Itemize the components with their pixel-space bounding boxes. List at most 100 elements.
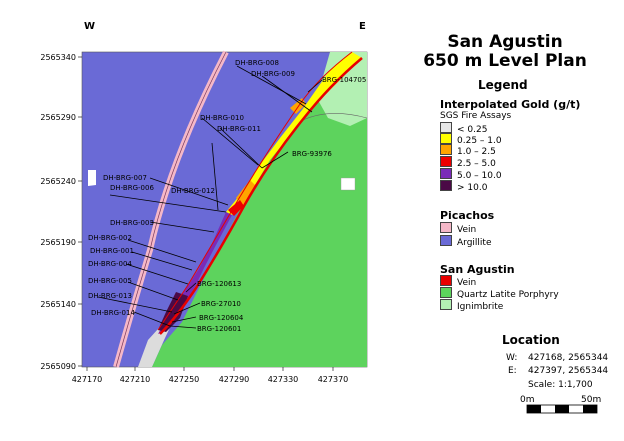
x-tick-label: 427170: [72, 375, 103, 384]
legend-item: 5.0 – 10.0: [440, 168, 502, 181]
compass-east: E: [359, 21, 366, 32]
drill-label: DH-BRG-003: [110, 219, 154, 227]
drill-label: DH-BRG-006: [110, 184, 154, 192]
drill-label: DH-BRG-007: [103, 174, 147, 182]
drill-label: DH-BRG-001: [90, 247, 134, 255]
legend-label: Quartz Latite Porphyry: [457, 290, 559, 300]
white-patch: [88, 170, 96, 186]
gold-legend-title: Interpolated Gold (g/t): [440, 98, 581, 111]
ignimbrite-contact: [302, 113, 368, 121]
drill-label: DH-BRG-010: [200, 114, 244, 122]
picachos-vein-edge: [115, 51, 227, 368]
legend-label: > 10.0: [457, 183, 488, 193]
legend-label: 2.5 – 5.0: [457, 159, 496, 169]
legend-item: 1.0 – 2.5: [440, 144, 496, 157]
picachos-legend-title: Picachos: [440, 209, 495, 222]
y-tick-label: 2565290: [40, 113, 76, 122]
scale-bar-end: 50m: [581, 395, 602, 405]
x-tick-label: 427290: [219, 375, 250, 384]
san-agustin-legend-title: San Agustin: [440, 263, 515, 276]
legend-item: 2.5 – 5.0: [440, 156, 496, 169]
scale-bar-start: 0m: [520, 395, 535, 405]
y-tick-label: 2565140: [40, 300, 76, 309]
gold-orange-zone: [236, 180, 256, 206]
location-heading: Location: [502, 333, 560, 347]
legend-swatch: [440, 122, 452, 133]
legend-swatch: [440, 235, 452, 246]
map-grid-ticks: [78, 56, 334, 371]
legend-swatch: [440, 156, 452, 167]
legend-swatch: [440, 180, 452, 191]
y-tick-label: 2565190: [40, 238, 76, 247]
drill-label: BRG-120613: [197, 280, 241, 288]
gold-red-zone: [228, 200, 244, 216]
location-w-value: 427168, 2565344: [528, 353, 609, 363]
drill-label: DH-BRG-009: [251, 70, 295, 78]
map-scale: Scale: 1:1,700: [528, 380, 593, 390]
san-agustin-vein: [159, 57, 363, 335]
compass-west: W: [84, 21, 95, 32]
legend-label: Ignimbrite: [457, 302, 504, 312]
legend-label: Vein: [457, 278, 477, 288]
x-tick-labels: 427170 427210 427250 427290 427330 42737…: [72, 375, 349, 384]
scale-bar: [526, 404, 598, 414]
legend-item: > 10.0: [440, 180, 488, 193]
legend-item: Ignimbrite: [440, 299, 504, 312]
location-e-label: E:: [508, 366, 517, 376]
drill-label: BRG-120601: [197, 325, 241, 333]
legend-swatch: [440, 133, 452, 144]
drill-label: BRG-93976: [292, 150, 332, 158]
legend-label: < 0.25: [457, 125, 488, 135]
drill-hole-labels: DH-BRG-008 DH-BRG-009 BRG-104705 DH-BRG-…: [88, 59, 366, 333]
location-e-value: 427397, 2565344: [528, 366, 609, 376]
y-tick-label: 2565090: [40, 362, 76, 371]
legend-item: Quartz Latite Porphyry: [440, 287, 559, 300]
x-tick-label: 427370: [318, 375, 349, 384]
y-tick-labels: 2565340 2565290 2565240 2565190 2565140 …: [40, 53, 76, 371]
gold-legend-subtitle: SGS Fire Assays: [440, 111, 512, 121]
legend-label: 0.25 – 1.0: [457, 136, 502, 146]
legend-item: Argillite: [440, 235, 492, 248]
san-agustin-vein-footwall: [157, 51, 353, 331]
map-subtitle: 650 m Level Plan: [423, 51, 587, 71]
quartz-latite-porphyry-unit: [152, 52, 367, 367]
drill-label: BRG-120604: [199, 314, 244, 322]
drill-label: DH-BRG-008: [235, 59, 279, 67]
y-tick-label: 2565340: [40, 53, 76, 62]
drill-label: DH-BRG-005: [88, 277, 132, 285]
legend-swatch: [440, 168, 452, 179]
legend-swatch: [440, 222, 452, 233]
legend-swatch: [440, 287, 452, 298]
legend-label: Vein: [457, 225, 477, 235]
y-tick-label: 2565240: [40, 177, 76, 186]
drill-label: DH-BRG-002: [88, 234, 132, 242]
drill-hole-traces: [97, 65, 323, 329]
x-tick-label: 427330: [268, 375, 299, 384]
legend-label: Argillite: [457, 238, 492, 248]
drill-label: BRG-27010: [201, 300, 241, 308]
x-tick-label: 427250: [169, 375, 200, 384]
map-title: San Agustin: [447, 32, 563, 52]
drill-label: DH-BRG-011: [217, 125, 261, 133]
drill-label: DH-BRG-012: [171, 187, 215, 195]
white-patch: [340, 177, 356, 191]
legend-swatch: [440, 275, 452, 286]
legend-swatch: [440, 299, 452, 310]
legend-item: Vein: [440, 275, 477, 288]
location-w-label: W:: [506, 353, 518, 363]
legend-item: 0.25 – 1.0: [440, 133, 502, 146]
legend-item: Vein: [440, 222, 477, 235]
drill-label: DH-BRG-014: [91, 309, 135, 317]
legend-label: 1.0 – 2.5: [457, 147, 496, 157]
gold-yellow-zone: [226, 52, 362, 215]
legend-heading: Legend: [478, 78, 528, 92]
legend-item: < 0.25: [440, 122, 488, 135]
drill-label: DH-BRG-004: [88, 260, 132, 268]
legend-label: 5.0 – 10.0: [457, 171, 502, 181]
drill-label: BRG-104705: [322, 76, 366, 84]
x-tick-label: 427210: [120, 375, 151, 384]
drill-label: DH-BRG-013: [88, 292, 132, 300]
legend-swatch: [440, 144, 452, 155]
gold-high-grade-zone: [158, 292, 188, 332]
